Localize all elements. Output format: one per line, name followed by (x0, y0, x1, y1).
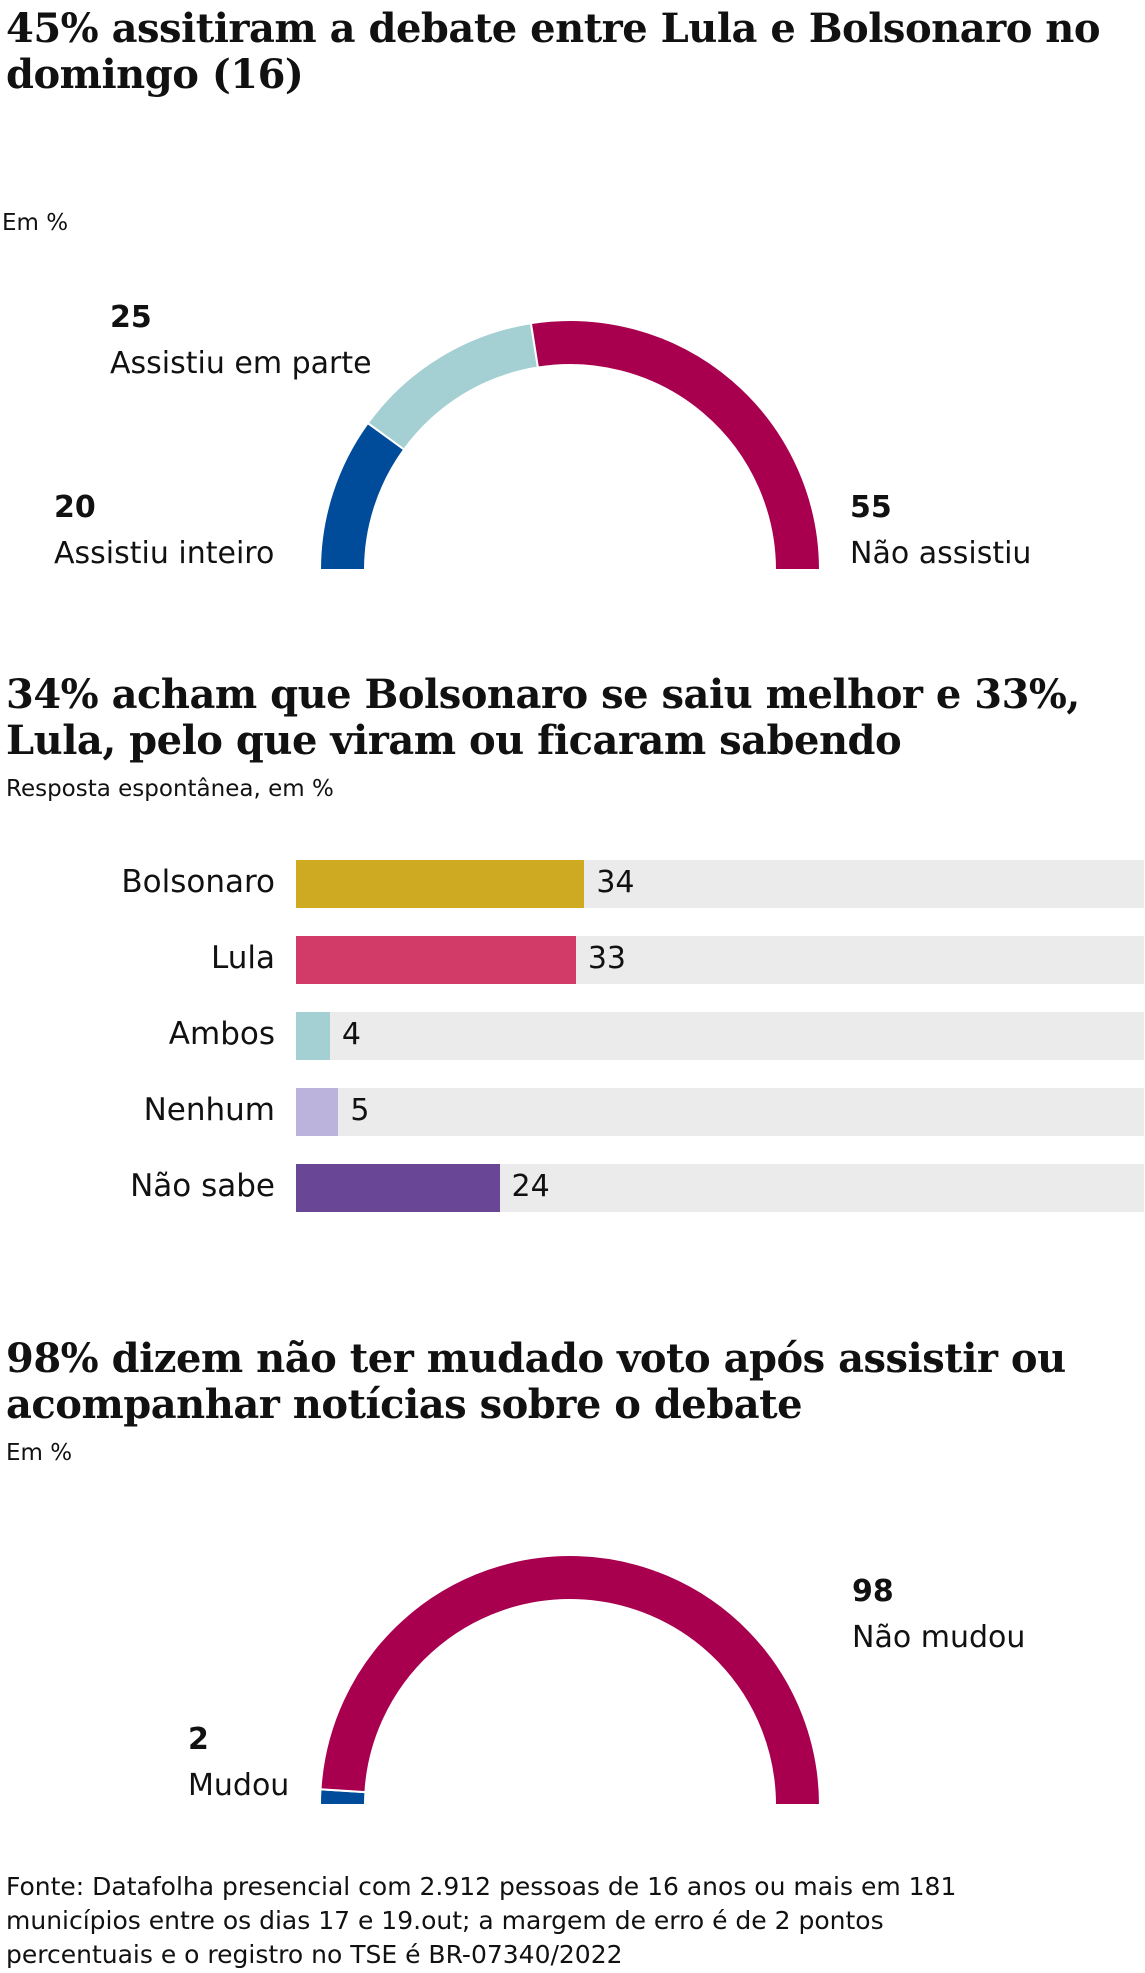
slice-label-nao-assistiu: Não assistiu (850, 536, 1032, 571)
donut-slice-nao-mudou (319, 1553, 822, 1806)
bar-value-bolsonaro: 34 (596, 865, 635, 900)
chart3-title: 98% dizem não ter mudado voto após assis… (6, 1335, 1066, 1428)
slice-value-assistiu-inteiro: 20 (54, 490, 96, 525)
bar-category-lula: Lula (211, 940, 275, 976)
bar-value-lula: 33 (587, 941, 627, 976)
bar-value-nenhum: 5 (350, 1093, 370, 1128)
bar-nao-sabe (296, 1164, 500, 1212)
chart3-unit: Em % (6, 1440, 73, 1466)
slice-value-assistiu-em-parte: 25 (110, 300, 152, 335)
bar-value-nao-sabe: 24 (511, 1169, 550, 1204)
bar-lula (296, 936, 576, 984)
donut-slice-assistiu-em-parte (366, 321, 540, 451)
slice-label-mudou: Mudou (188, 1768, 290, 1803)
chart1-title: 45% assitiram a debate entre Lula e Bols… (6, 5, 1101, 98)
donut-chart-debate-viewing (318, 319, 822, 571)
bar-track-ambos (296, 1012, 1144, 1060)
slice-label-nao-mudou: Não mudou (852, 1620, 1026, 1655)
bar-bolsonaro (296, 860, 585, 908)
bar-nenhum (296, 1088, 339, 1136)
slice-value-nao-assistiu: 55 (850, 490, 892, 525)
chart1-unit: Em % (2, 210, 69, 236)
bar-track-nenhum (296, 1088, 1144, 1136)
donut-chart-vote-change (318, 1553, 822, 1806)
chart2-unit: Resposta espontânea, em % (6, 776, 334, 802)
slice-label-assistiu-inteiro: Assistiu inteiro (54, 536, 275, 571)
slice-label-assistiu-em-parte: Assistiu em parte (110, 346, 372, 381)
slice-value-mudou: 2 (188, 1722, 209, 1757)
bar-value-ambos: 4 (341, 1017, 361, 1052)
donut-slice-nao-assistiu (529, 319, 822, 571)
bar-category-nao-sabe: Não sabe (130, 1168, 275, 1204)
bar-ambos (296, 1012, 330, 1060)
donut-slice-assistiu-inteiro (318, 421, 406, 571)
bar-category-bolsonaro: Bolsonaro (121, 864, 275, 900)
source-note: Fonte: Datafolha presencial com 2.912 pe… (6, 1872, 957, 1969)
bar-category-ambos: Ambos (168, 1016, 275, 1052)
bar-category-nenhum: Nenhum (143, 1092, 275, 1128)
chart2-title: 34% acham que Bolsonaro se saiu melhor e… (6, 671, 1080, 764)
bar-chart-best-performance: Bolsonaro 34 Lula 33 Ambos 4 Nenhum 5 Não sabe 24 (0, 860, 1145, 1220)
slice-value-nao-mudou: 98 (852, 1574, 894, 1609)
